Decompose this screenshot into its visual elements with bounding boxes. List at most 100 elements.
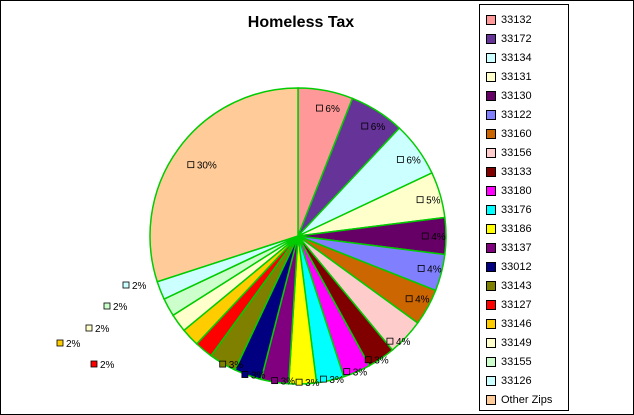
- legend-swatch: [486, 205, 496, 215]
- label-key-swatch: [320, 375, 327, 383]
- legend-swatch: [486, 53, 496, 63]
- label-key-swatch: [219, 360, 227, 368]
- legend-item: 33180: [486, 182, 532, 200]
- legend-label: 33156: [501, 147, 532, 159]
- data-label-text: 4%: [415, 295, 430, 306]
- legend-swatch: [486, 129, 496, 139]
- data-label: 30%: [187, 161, 217, 172]
- legend-swatch: [486, 34, 496, 44]
- legend-swatch: [486, 110, 496, 120]
- data-label: 2%: [90, 360, 115, 371]
- legend-label: Other Zips: [501, 394, 553, 406]
- data-label: 3%: [295, 378, 320, 389]
- data-label-text: 3%: [353, 368, 368, 379]
- legend-swatch: [486, 243, 496, 253]
- legend-label: 33130: [501, 90, 532, 102]
- label-key-swatch: [122, 281, 130, 289]
- legend-item: 33156: [486, 144, 532, 162]
- label-key-swatch: [241, 371, 249, 378]
- legend-item: 33134: [486, 49, 532, 67]
- data-labels: 6%6%6%5%4%4%4%4%3%3%3%3%3%3%3%2%2%2%2%2%…: [56, 104, 446, 389]
- legend-item: 33176: [486, 201, 532, 219]
- data-label-text: 6%: [325, 104, 340, 115]
- legend-label: 33186: [501, 223, 532, 235]
- legend-item: 33149: [486, 334, 532, 352]
- legend-item: 33132: [486, 11, 532, 29]
- data-label-text: 3%: [281, 377, 296, 388]
- data-label: 3%: [219, 360, 244, 371]
- data-label: 4%: [417, 264, 442, 275]
- legend-label: 33172: [501, 33, 532, 45]
- legend-item: 33146: [486, 315, 532, 333]
- pie-slice-other-zips: [149, 87, 299, 283]
- data-label-text: 2%: [100, 360, 115, 371]
- data-label-text: 6%: [371, 122, 386, 133]
- legend: 33132 33172 33134 33131 33130 33122 33160 33156…: [479, 4, 569, 411]
- data-label: 2%: [56, 339, 81, 350]
- legend-label: 33143: [501, 280, 532, 292]
- legend-label: 33132: [501, 14, 532, 26]
- legend-item: 33160: [486, 125, 532, 143]
- label-key-swatch: [187, 161, 195, 169]
- label-key-swatch: [56, 339, 64, 347]
- chart-title: Homeless Tax: [247, 14, 355, 31]
- label-key-swatch: [295, 378, 303, 386]
- legend-swatch: [486, 91, 496, 101]
- legend-item: 33131: [486, 68, 532, 86]
- legend-label: 33012: [501, 261, 532, 273]
- legend-label: 33134: [501, 52, 532, 64]
- data-label: 4%: [386, 337, 411, 348]
- pie-chart: 6%6%6%5%4%4%4%4%3%3%3%3%3%3%3%2%2%2%2%2%…: [56, 87, 447, 389]
- data-label-text: 4%: [427, 264, 442, 275]
- data-label-text: 6%: [406, 155, 421, 166]
- label-key-swatch: [396, 156, 404, 163]
- legend-item: 33127: [486, 296, 532, 314]
- legend-label: 33133: [501, 166, 532, 178]
- data-label-text: 3%: [251, 371, 266, 382]
- data-label: 2%: [85, 324, 110, 335]
- legend-swatch: [486, 186, 496, 196]
- legend-label: 33127: [501, 299, 532, 311]
- data-label-text: 3%: [229, 360, 244, 371]
- legend-item: 33172: [486, 30, 532, 48]
- data-label: 5%: [416, 196, 441, 207]
- data-label-text: 5%: [426, 196, 441, 207]
- legend-label: 33160: [501, 128, 532, 140]
- data-label-text: 3%: [374, 356, 389, 367]
- legend-swatch: [486, 15, 496, 25]
- data-label: 4%: [421, 232, 446, 243]
- data-label: 3%: [364, 356, 389, 367]
- label-key-swatch: [416, 196, 424, 204]
- label-key-swatch: [90, 360, 98, 368]
- data-label-text: 3%: [329, 375, 344, 386]
- data-label: 6%: [361, 122, 386, 133]
- label-key-swatch: [316, 104, 323, 112]
- legend-label: 33180: [501, 185, 532, 197]
- legend-item: 33155: [486, 353, 532, 371]
- legend-swatch: [486, 224, 496, 234]
- legend-swatch: [486, 338, 496, 348]
- legend-label: 33122: [501, 109, 532, 121]
- legend-item: 33143: [486, 277, 532, 295]
- legend-item: 33012: [486, 258, 532, 276]
- data-label: 3%: [241, 371, 266, 382]
- label-key-swatch: [271, 377, 279, 385]
- label-key-swatch: [386, 337, 394, 345]
- data-label-text: 2%: [95, 324, 110, 335]
- label-key-swatch: [364, 356, 372, 364]
- data-label-text: 2%: [113, 302, 128, 313]
- legend-swatch: [486, 72, 496, 82]
- legend-item: 33122: [486, 106, 532, 124]
- legend-swatch: [486, 357, 496, 367]
- legend-label: 33155: [501, 356, 532, 368]
- data-label: 2%: [122, 281, 147, 292]
- legend-swatch: [486, 167, 496, 177]
- legend-swatch: [486, 281, 496, 291]
- legend-label: 33126: [501, 375, 532, 387]
- label-key-swatch: [421, 232, 429, 240]
- data-label: 3%: [343, 368, 368, 379]
- data-label: 3%: [320, 375, 344, 386]
- data-label: 6%: [396, 155, 421, 166]
- pie-slices: [149, 87, 447, 385]
